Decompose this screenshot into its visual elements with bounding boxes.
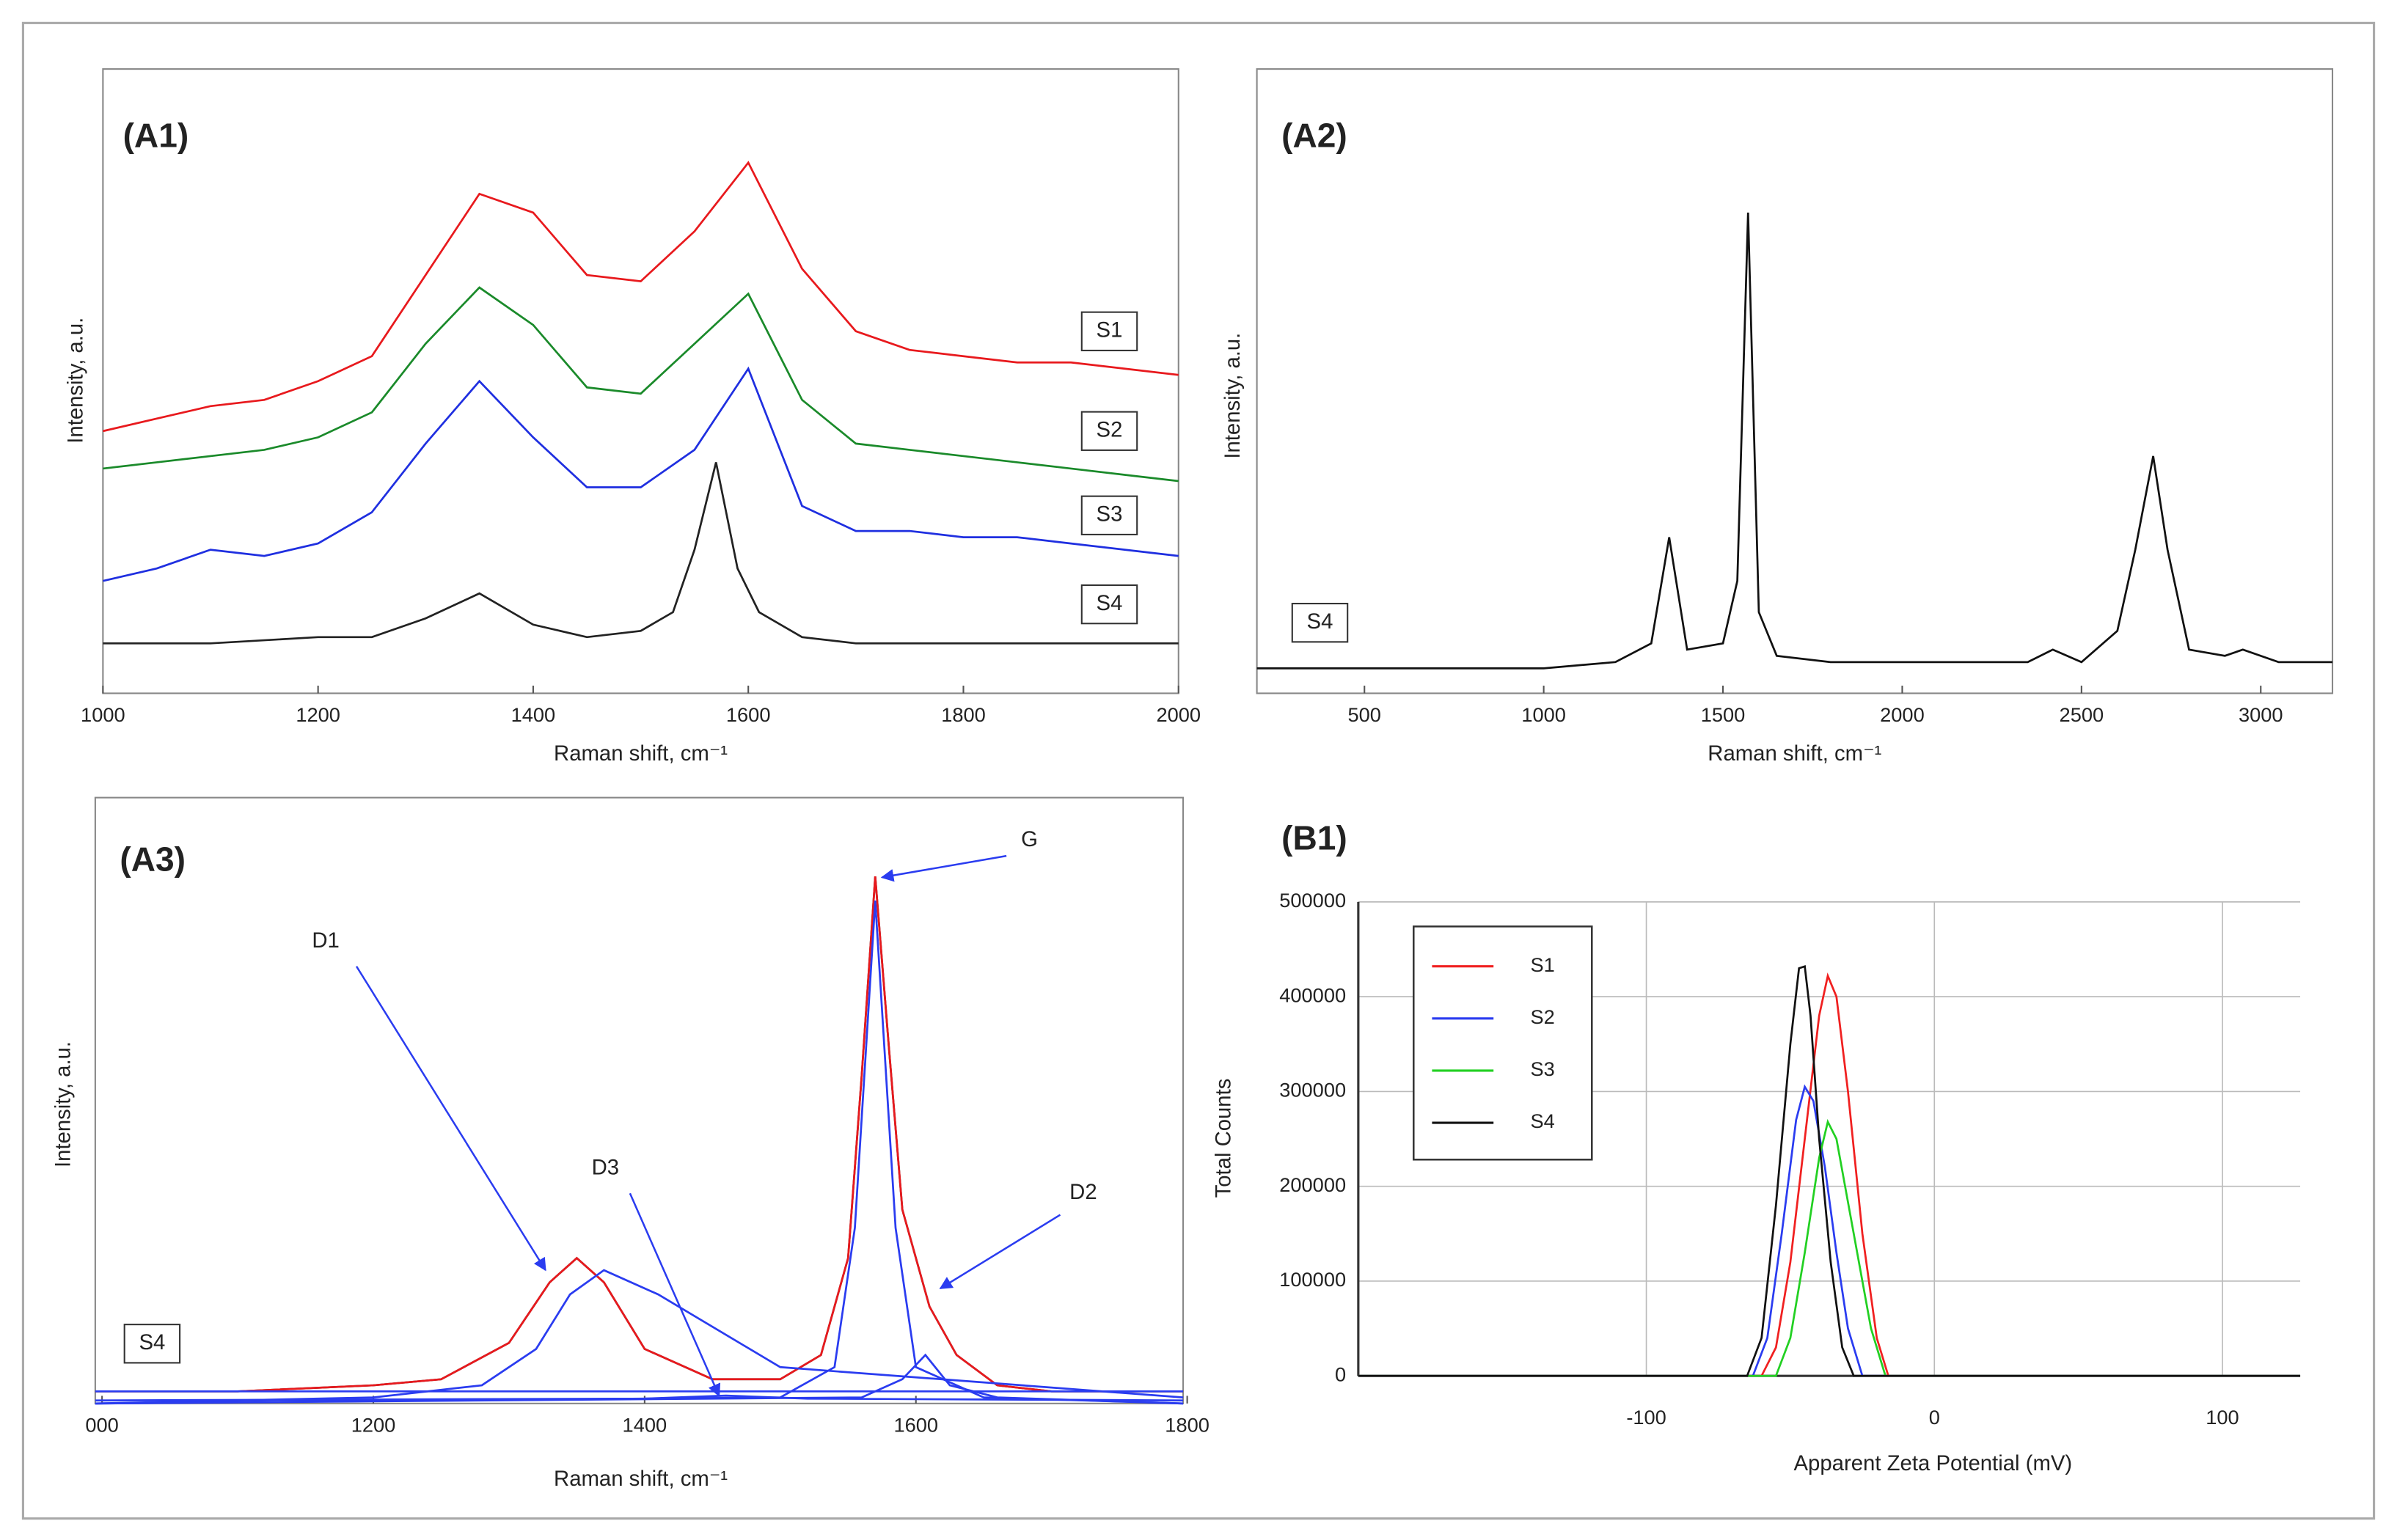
annotation: D2: [1069, 1180, 1097, 1204]
x-tick-label: 1000: [81, 703, 125, 726]
series-tag-box: [1080, 495, 1138, 535]
series-line: [103, 462, 1179, 645]
panel-title: (A1): [123, 116, 189, 154]
series-line: [95, 1269, 1184, 1405]
x-tick-label: 100: [2206, 1406, 2239, 1429]
series-line: [95, 876, 1184, 1393]
series-tag: S3: [1097, 502, 1123, 527]
y-tick-label: 400000: [1279, 983, 1346, 1006]
x-tick-label: 1600: [893, 1413, 938, 1436]
y-tick-label: 500000: [1279, 889, 1346, 912]
series-line: [103, 286, 1179, 483]
x-axis-label: Apparent Zeta Potential (mV): [1793, 1451, 2072, 1475]
legend-label: S1: [1530, 953, 1554, 976]
y-tick-label: 300000: [1279, 1079, 1346, 1101]
series-line: [1358, 1118, 2301, 1377]
x-tick-label: 1400: [623, 1413, 667, 1436]
y-axis-label: Intensity, a.u.: [63, 318, 87, 444]
y-tick-label: 100000: [1279, 1268, 1346, 1291]
legend-label: S3: [1530, 1057, 1554, 1080]
plot-frame: [94, 796, 1185, 1404]
x-tick-label: 3000: [2239, 703, 2283, 726]
x-tick-label: 1600: [726, 703, 771, 726]
panel-title: (A3): [120, 840, 186, 879]
annotation-arrow: [880, 854, 1007, 882]
y-axis-label: Intensity, a.u.: [1221, 333, 1245, 459]
annotation-arrow: [939, 1214, 1061, 1290]
annotation: D1: [312, 928, 339, 953]
annotation: D3: [592, 1156, 619, 1180]
x-tick-label: 1500: [1701, 703, 1746, 726]
y-tick-label: 0: [1335, 1363, 1346, 1385]
x-tick-label: 1200: [351, 1413, 396, 1436]
x-tick-label: -100: [1626, 1406, 1666, 1429]
x-tick-label: 1200: [296, 703, 340, 726]
series-line: [1256, 212, 2333, 670]
x-tick-label: 1800: [941, 703, 986, 726]
legend-box: [1413, 925, 1593, 1161]
series-tag-box: [1080, 584, 1138, 625]
panel-title: (B1): [1281, 818, 1347, 857]
panel-title: (A2): [1281, 116, 1347, 154]
x-tick-label: 2000: [1880, 703, 1925, 726]
x-tick-label: 2500: [2060, 703, 2104, 726]
series-line: [95, 1353, 1184, 1405]
series-tag-box: [1080, 311, 1138, 351]
x-axis-label: Raman shift, cm⁻¹: [554, 741, 728, 766]
x-tick-label: 2000: [1156, 703, 1201, 726]
series-tag: S1: [1097, 318, 1123, 342]
series-line: [95, 1394, 1184, 1402]
series-line: [95, 876, 1184, 1393]
series-tag-box: [123, 1324, 181, 1364]
plot-frame: [102, 68, 1179, 694]
plot-frame: [1256, 68, 2334, 694]
y-axis-label: Total Counts: [1211, 1079, 1235, 1198]
legend-label: S4: [1530, 1110, 1554, 1132]
x-axis-label: Raman shift, cm⁻¹: [1708, 741, 1881, 766]
legend-label: S2: [1530, 1005, 1554, 1028]
x-tick-label: 000: [85, 1413, 118, 1436]
series-tag: S4: [1097, 591, 1123, 615]
x-tick-label: 1800: [1165, 1413, 1210, 1436]
series-tag: S2: [1097, 417, 1123, 441]
series-tag: S4: [1307, 609, 1333, 634]
annotation: G: [1021, 827, 1038, 851]
series-line: [1358, 1084, 2301, 1377]
series-tag-box: [1080, 411, 1138, 451]
x-axis-label: Raman shift, cm⁻¹: [554, 1467, 728, 1491]
y-tick-label: 200000: [1279, 1173, 1346, 1196]
series-line: [95, 901, 1184, 1405]
annotation-arrow: [355, 966, 546, 1272]
series-line: [1358, 964, 2301, 1377]
y-axis-label: Intensity, a.u.: [51, 1041, 76, 1167]
series-line: [1358, 972, 2301, 1377]
series-tag: S4: [139, 1330, 165, 1354]
figure-frame: [21, 21, 2376, 1520]
series-line: [103, 366, 1179, 582]
annotation-arrow: [629, 1192, 721, 1397]
x-tick-label: 500: [1348, 703, 1381, 726]
series-tag-box: [1291, 603, 1349, 643]
x-tick-label: 1000: [1521, 703, 1566, 726]
x-tick-label: 0: [1929, 1406, 1940, 1429]
x-tick-label: 1400: [511, 703, 556, 726]
series-line: [103, 161, 1179, 433]
